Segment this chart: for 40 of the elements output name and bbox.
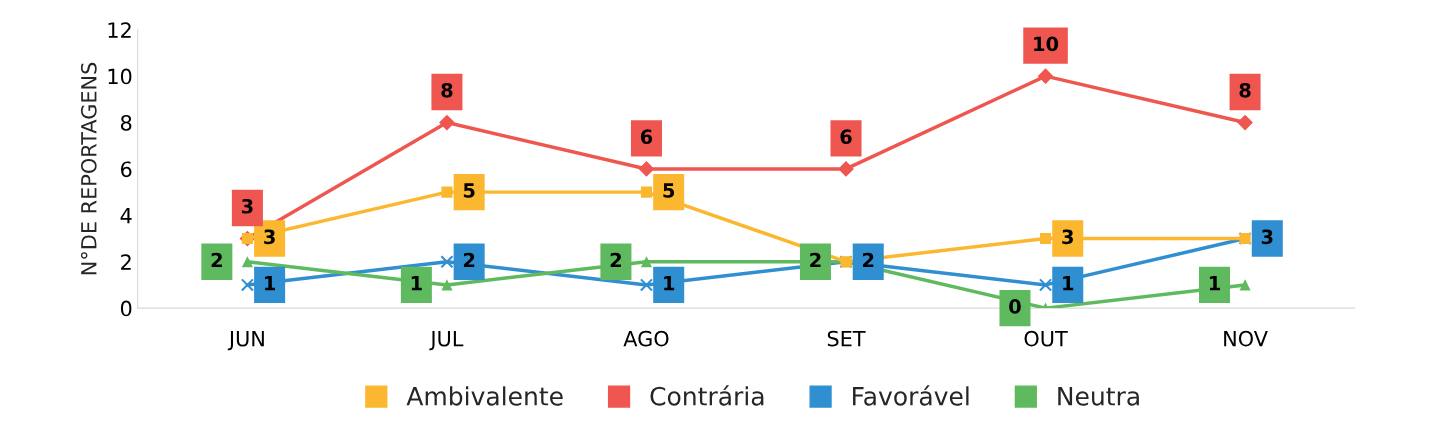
data-label: 8 xyxy=(441,82,453,98)
x-tick-label: OUT xyxy=(1024,330,1068,347)
x-tick-label: AGO xyxy=(623,330,669,347)
data-label: 10 xyxy=(1034,36,1059,52)
data-label: 6 xyxy=(640,129,653,145)
y-tick-label: 8 xyxy=(120,114,132,131)
data-label: 2 xyxy=(211,252,222,268)
data-label: 1 xyxy=(411,276,422,291)
data-label: 1 xyxy=(265,276,276,291)
legend-label: Favorável xyxy=(853,385,969,406)
y-tick-label: 4 xyxy=(120,208,132,224)
data-label: 8 xyxy=(1239,82,1251,98)
x-tick-label: JUL xyxy=(429,330,464,351)
y-tick-label: 6 xyxy=(120,161,132,178)
x-tick-label: SET xyxy=(827,330,866,347)
data-label: 2 xyxy=(610,252,621,268)
data-label: 2 xyxy=(863,252,874,268)
y-tick-label: 0 xyxy=(120,300,132,317)
legend-label: Contrária xyxy=(650,385,764,406)
data-label: 2 xyxy=(463,252,475,268)
data-label: 1 xyxy=(1063,276,1074,291)
data-label: 2 xyxy=(810,252,821,268)
y-tick-label: 10 xyxy=(108,68,132,85)
data-label: 1 xyxy=(664,276,675,291)
x-tick-label: JUN xyxy=(227,330,264,351)
legend-label: Ambivalente xyxy=(406,386,563,406)
data-label: 1 xyxy=(1209,276,1220,291)
y-axis-title: N°DE REPORTAGENS xyxy=(80,62,97,275)
data-label: 0 xyxy=(1009,299,1021,314)
x-tick-label: NOV xyxy=(1224,330,1268,347)
legend-label: Neutra xyxy=(1058,387,1139,406)
data-label: 3 xyxy=(264,229,275,245)
data-label: 3 xyxy=(241,198,253,214)
data-label: 3 xyxy=(1062,229,1073,245)
data-label: 6 xyxy=(840,129,852,145)
y-tick-label: 2 xyxy=(121,254,131,270)
data-label: 5 xyxy=(463,183,475,198)
data-label: 5 xyxy=(663,183,675,198)
y-tick-label: 12 xyxy=(108,22,131,38)
data-label: 3 xyxy=(1261,229,1273,245)
